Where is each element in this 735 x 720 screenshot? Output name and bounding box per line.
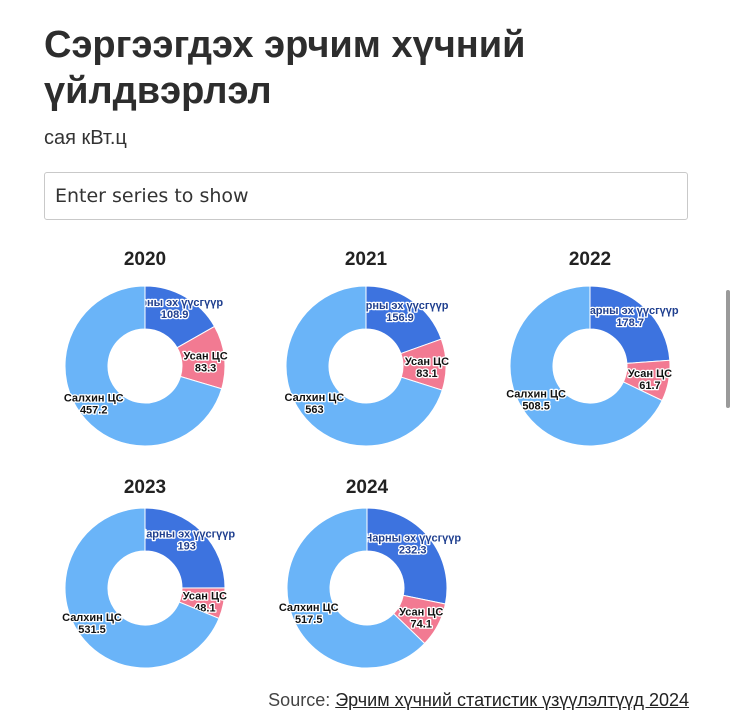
donut-2021: 2021 Нарны эх үүсгүүр 156.9 Усан ЦС 83.1 Салх…: [283, 249, 450, 447]
slice-wind-2022[interactable]: [509, 285, 663, 447]
source-prefix: Source:: [268, 690, 331, 710]
series-search-input[interactable]: [44, 172, 688, 220]
data-label-hydro-2024: Усан ЦС 74.1: [399, 606, 443, 630]
slice-solar-2021[interactable]: [365, 285, 442, 355]
pie-title-2022: 2022: [569, 249, 611, 270]
chart-subtitle: сая кВт.ц: [44, 127, 127, 149]
data-label-wind-2021: Салхин ЦС 563: [285, 392, 345, 416]
chart-title: Сэргээгдэх эрчим хүчний үйлдвэрлэл: [44, 24, 526, 112]
data-label-hydro-2021: Усан ЦС 83.1: [405, 356, 449, 380]
scrollbar[interactable]: [726, 290, 730, 408]
data-label-solar-2023: Нарны эх үүсгүүр 193: [138, 528, 235, 552]
data-label-solar-2024: Нарны эх үүсгүүр 232.3: [364, 533, 461, 557]
pie-title-2023: 2023: [124, 477, 166, 498]
data-label-solar-2020: Нарны эх үүсгүүр 108.9: [126, 297, 223, 321]
source-link[interactable]: Эрчим хүчний статистик үзүүлэлтүүд 2024: [335, 690, 689, 710]
source-note: Source: Эрчим хүчний статистик үзүүлэлтү…: [268, 690, 689, 711]
data-label-wind-2023: Салхин ЦС 531.5: [62, 612, 122, 636]
data-label-hydro-2022: Усан ЦС 61.7: [628, 368, 672, 392]
donut-2022: 2022 Нарны эх үүсгүүр 178.7 Усан ЦС 61.7 Салх…: [505, 249, 680, 447]
pie-title-2020: 2020: [124, 249, 166, 270]
data-label-hydro-2020: Усан ЦС 83.3: [184, 350, 228, 374]
pie-title-2024: 2024: [346, 477, 389, 498]
donut-2020: 2020 Нарны эх үүсгүүр 108.9 Усан ЦС 83.3 Салх…: [63, 249, 229, 447]
pie-title-2021: 2021: [345, 249, 388, 270]
data-label-wind-2022: Салхин ЦС 508.5: [506, 388, 566, 412]
donut-charts: 2020 Нарны эх үүсгүүр 108.9 Усан ЦС 83.3 Салх…: [61, 249, 680, 669]
data-label-wind-2024: Салхин ЦС 517.5: [279, 602, 339, 626]
slice-solar-2023[interactable]: [144, 507, 226, 589]
donut-2024: 2024 Нарны эх үүсгүүр 232.3 Усан ЦС 74.1 Салх…: [278, 477, 463, 669]
data-label-solar-2022: Нарны эх үүсгүүр 178.7: [582, 305, 679, 329]
slice-wind-2024[interactable]: [286, 507, 426, 669]
data-label-solar-2021: Нарны эх үүсгүүр 156.9: [352, 300, 449, 324]
slice-wind-2020[interactable]: [64, 285, 223, 447]
slice-solar-2024[interactable]: [366, 507, 448, 605]
slice-wind-2021[interactable]: [285, 285, 443, 447]
slice-solar-2022[interactable]: [589, 285, 671, 364]
slice-wind-2023[interactable]: [64, 507, 220, 669]
data-label-wind-2020: Салхин ЦС 457.2: [64, 392, 124, 416]
